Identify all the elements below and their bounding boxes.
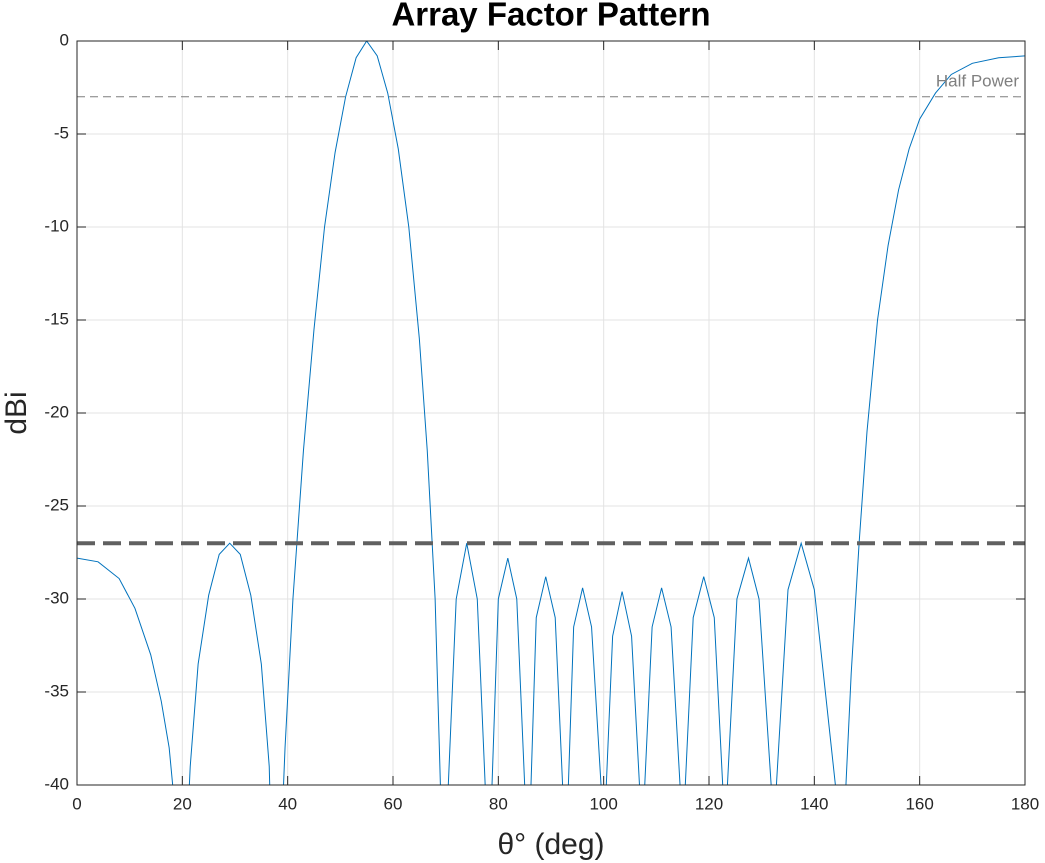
y-tick-label: -5 <box>54 123 69 142</box>
x-tick-label: 80 <box>489 794 508 813</box>
x-tick-label: 60 <box>384 794 403 813</box>
x-tick-label: 20 <box>173 794 192 813</box>
line-series <box>77 41 1025 785</box>
chart-title: Array Factor Pattern <box>391 0 710 33</box>
x-tick-label: 140 <box>800 794 828 813</box>
y-tick-label: -10 <box>44 216 69 235</box>
y-tick-label: -15 <box>44 309 69 328</box>
x-tick-label: 160 <box>905 794 933 813</box>
reference-label: Half Power <box>936 71 1019 90</box>
x-tick-label: 0 <box>72 794 81 813</box>
y-tick-label: -25 <box>44 495 69 514</box>
y-tick-label: -30 <box>44 588 69 607</box>
x-tick-label: 100 <box>589 794 617 813</box>
y-axis-label: dBi <box>0 391 33 434</box>
x-tick-label: 40 <box>278 794 297 813</box>
y-tick-label: -20 <box>44 402 69 421</box>
x-tick-label: 120 <box>695 794 723 813</box>
x-tick-label: 180 <box>1011 794 1039 813</box>
y-tick-label: -35 <box>44 681 69 700</box>
axes-box <box>76 40 1026 786</box>
x-axis-label: θ° (deg) <box>497 828 604 861</box>
y-tick-label: -40 <box>44 774 69 793</box>
y-tick-label: 0 <box>60 30 69 49</box>
